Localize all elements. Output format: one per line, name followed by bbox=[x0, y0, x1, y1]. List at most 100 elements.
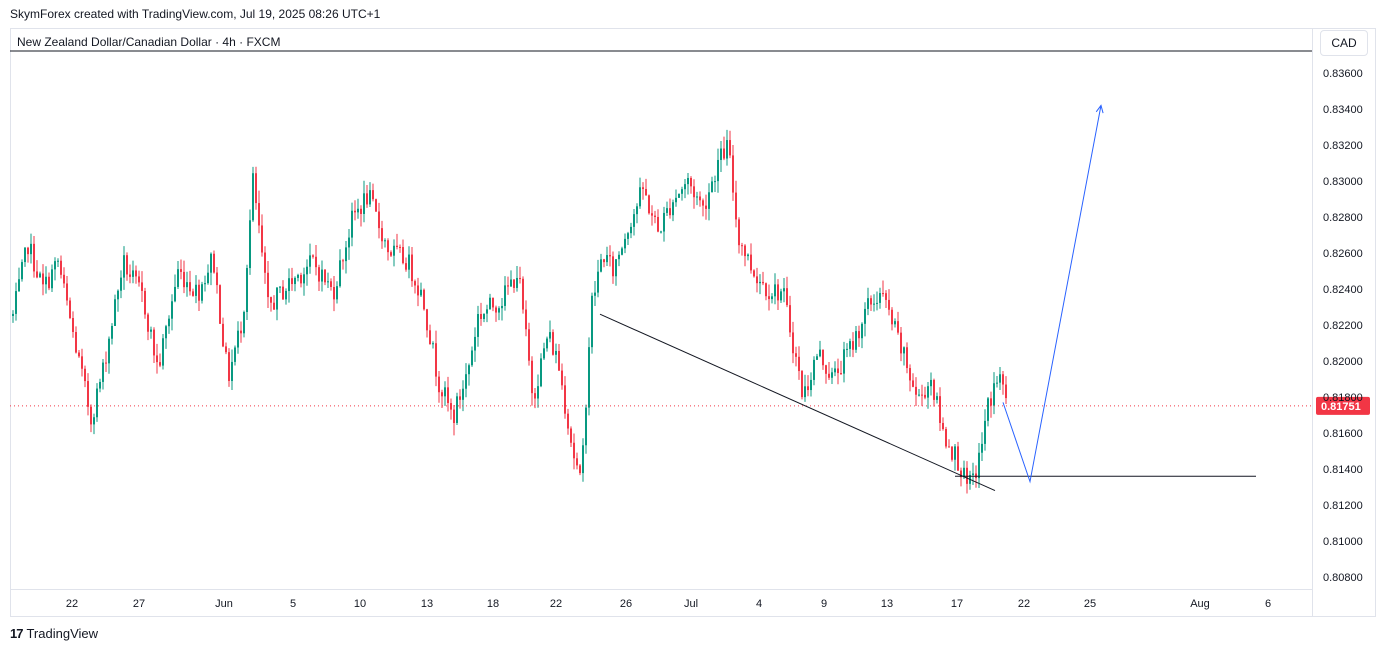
candle bbox=[798, 346, 800, 380]
candle bbox=[510, 270, 512, 287]
price-tick-label: 0.81000 bbox=[1323, 536, 1363, 548]
candle bbox=[489, 293, 491, 310]
candle bbox=[702, 198, 704, 217]
candle bbox=[486, 304, 488, 323]
candle bbox=[156, 343, 158, 374]
candle bbox=[438, 371, 440, 403]
candle bbox=[876, 291, 878, 311]
candle bbox=[15, 282, 17, 321]
time-tick-label: 4 bbox=[756, 598, 762, 610]
candle bbox=[78, 349, 80, 358]
candle bbox=[696, 191, 698, 206]
candle bbox=[138, 270, 140, 287]
candle bbox=[990, 391, 992, 418]
candle bbox=[708, 183, 710, 221]
candle bbox=[654, 210, 656, 224]
candle bbox=[267, 261, 269, 309]
candle bbox=[813, 356, 815, 386]
candle bbox=[663, 206, 665, 242]
candle bbox=[51, 264, 53, 292]
candle bbox=[978, 443, 980, 488]
candle bbox=[636, 203, 638, 224]
candle bbox=[120, 270, 122, 299]
candle bbox=[471, 346, 473, 367]
candle bbox=[783, 277, 785, 303]
candle bbox=[579, 463, 581, 476]
price-tick-label: 0.81600 bbox=[1323, 428, 1363, 440]
candle bbox=[576, 452, 578, 470]
candle bbox=[342, 258, 344, 270]
candle bbox=[291, 267, 293, 291]
time-axis[interactable]: 22 27 Jun 5 10 13 18 22 26 Jul 4 9 13 17 22 25 Aug 6 bbox=[66, 598, 1271, 610]
candle bbox=[375, 198, 377, 213]
candle bbox=[135, 265, 137, 284]
candle bbox=[372, 183, 374, 202]
candle bbox=[240, 321, 242, 343]
price-tick-label: 0.82000 bbox=[1323, 356, 1363, 368]
time-tick-label: 26 bbox=[620, 598, 632, 610]
candle bbox=[228, 348, 230, 387]
candle bbox=[603, 258, 605, 268]
price-axis[interactable]: 0.83600 0.83400 0.83200 0.83000 0.82800 0.826… bbox=[1323, 68, 1363, 584]
candle bbox=[669, 198, 671, 219]
candle bbox=[327, 272, 329, 288]
candle bbox=[189, 270, 191, 296]
tradingview-logo-text: TradingView bbox=[26, 626, 99, 641]
candle bbox=[285, 288, 287, 305]
time-tick-label: 5 bbox=[290, 598, 296, 610]
candle bbox=[171, 294, 173, 331]
time-tick-label: Jun bbox=[215, 598, 233, 610]
candle bbox=[630, 222, 632, 239]
candle bbox=[162, 334, 164, 370]
candle bbox=[879, 287, 881, 309]
attribution-text: SkymForex created with TradingView.com, … bbox=[10, 7, 381, 21]
candle bbox=[369, 182, 371, 207]
candle bbox=[837, 358, 839, 385]
candle bbox=[453, 404, 455, 436]
candle bbox=[102, 359, 104, 390]
candle bbox=[537, 374, 539, 408]
candle bbox=[852, 332, 854, 358]
candle bbox=[825, 364, 827, 384]
candle bbox=[549, 320, 551, 343]
currency-button[interactable]: CAD bbox=[1320, 30, 1368, 56]
candle bbox=[117, 289, 119, 312]
candle bbox=[516, 266, 518, 292]
candle bbox=[36, 260, 38, 279]
candle bbox=[399, 244, 401, 253]
trendline[interactable] bbox=[599, 313, 996, 492]
candle bbox=[981, 432, 983, 461]
candle bbox=[297, 273, 299, 282]
candle bbox=[507, 276, 509, 295]
candle bbox=[300, 272, 302, 288]
candle bbox=[828, 361, 830, 380]
candle bbox=[93, 413, 95, 435]
candle bbox=[555, 343, 557, 364]
candle bbox=[435, 330, 437, 387]
candle bbox=[558, 344, 560, 372]
candle bbox=[660, 230, 662, 234]
candle bbox=[456, 392, 458, 426]
candle bbox=[996, 376, 998, 388]
time-tick-label: Jul bbox=[684, 598, 698, 610]
candle bbox=[426, 308, 428, 338]
candle bbox=[447, 376, 449, 412]
projection-path[interactable] bbox=[1002, 105, 1102, 484]
candle bbox=[315, 245, 317, 276]
candle bbox=[624, 233, 626, 254]
candle bbox=[39, 271, 41, 278]
candle bbox=[801, 370, 803, 400]
candle bbox=[819, 340, 821, 358]
candle bbox=[144, 287, 146, 319]
tradingview-logo[interactable]: 17 TradingView bbox=[10, 626, 98, 641]
symbol-title[interactable]: New Zealand Dollar/Canadian Dollar · 4h … bbox=[17, 35, 281, 49]
candle bbox=[42, 264, 44, 296]
candle bbox=[789, 295, 791, 337]
candle bbox=[747, 253, 749, 261]
candle bbox=[423, 288, 425, 311]
candle bbox=[900, 327, 902, 362]
candle bbox=[873, 294, 875, 312]
candle bbox=[204, 275, 206, 292]
candle bbox=[591, 292, 593, 354]
